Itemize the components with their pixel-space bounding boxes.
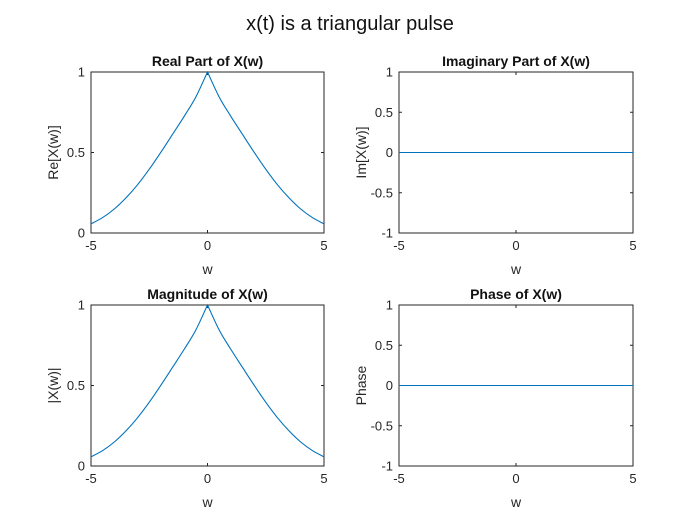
xlabel-imag: w	[510, 261, 522, 277]
ytick-label: 0.5	[375, 338, 393, 353]
series-line-real-0	[90, 70, 325, 225]
xtick-label: 0	[204, 238, 211, 253]
series-line-mag-0	[90, 303, 325, 458]
xtick-label: -5	[393, 471, 405, 486]
subplot-grid: Real Part of X(w)-5 0 500.51wRe[X(w)]Imagi…	[45, 53, 637, 510]
ylabel-mag: |X(w)|	[45, 367, 61, 403]
subplot-imag: Imaginary Part of X(w) -5 0 5 -1 -0.5 0 0.5 1 w Im…	[353, 53, 637, 277]
xlabel-mag: w	[201, 494, 213, 510]
ytick-label: 1	[78, 65, 85, 80]
ylabel-imag: Im[X(w)]	[353, 126, 369, 178]
ylabel-real: Re[X(w)]	[45, 125, 61, 179]
xtick-label: -5	[85, 471, 97, 486]
axes-frame-mag	[90, 304, 325, 467]
ytick-label: 1	[386, 65, 393, 80]
ytick-label: 0	[386, 145, 393, 160]
subplot-phase: Phase of X(w) -5 0 5 -1 -0.5 0 0.5 1 w Phase	[353, 286, 637, 510]
ytick-label: -0.5	[371, 418, 393, 433]
ytick-label: 1	[386, 298, 393, 313]
xtick-label: 5	[320, 238, 327, 253]
figure-suptitle: x(t) is a triangular pulse	[246, 13, 454, 35]
xtick-label: 0	[204, 471, 211, 486]
xlabel-phase: w	[510, 494, 522, 510]
xtick-label: -5	[393, 238, 405, 253]
xtick-label: 5	[320, 471, 327, 486]
axes-title-real: Real Part of X(w)	[152, 53, 263, 69]
ytick-label: 0	[78, 459, 85, 474]
axes-title-phase: Phase of X(w)	[470, 286, 562, 302]
ytick-label: -1	[381, 226, 393, 241]
axes-title-mag: Magnitude of X(w)	[147, 286, 268, 302]
axes-frame-real	[90, 71, 325, 234]
axes-title-imag: Imaginary Part of X(w)	[442, 53, 590, 69]
ytick-label: 0	[78, 226, 85, 241]
ylabel-phase: Phase	[353, 365, 369, 405]
ytick-label: 0.5	[67, 378, 85, 393]
xtick-label: 0	[512, 238, 519, 253]
ytick-label: -1	[381, 459, 393, 474]
ytick-label: 1	[78, 298, 85, 313]
subplot-mag: Magnitude of X(w)-5 0 500.51w|X(w)|	[45, 286, 328, 510]
xtick-label: -5	[85, 238, 97, 253]
xtick-label: 5	[629, 238, 636, 253]
xtick-label: 5	[629, 471, 636, 486]
xtick-label: 0	[512, 471, 519, 486]
ytick-label: 0.5	[375, 105, 393, 120]
ytick-label: 0.5	[67, 145, 85, 160]
ytick-label: 0	[386, 378, 393, 393]
xlabel-real: w	[201, 261, 213, 277]
ytick-label: -0.5	[371, 185, 393, 200]
